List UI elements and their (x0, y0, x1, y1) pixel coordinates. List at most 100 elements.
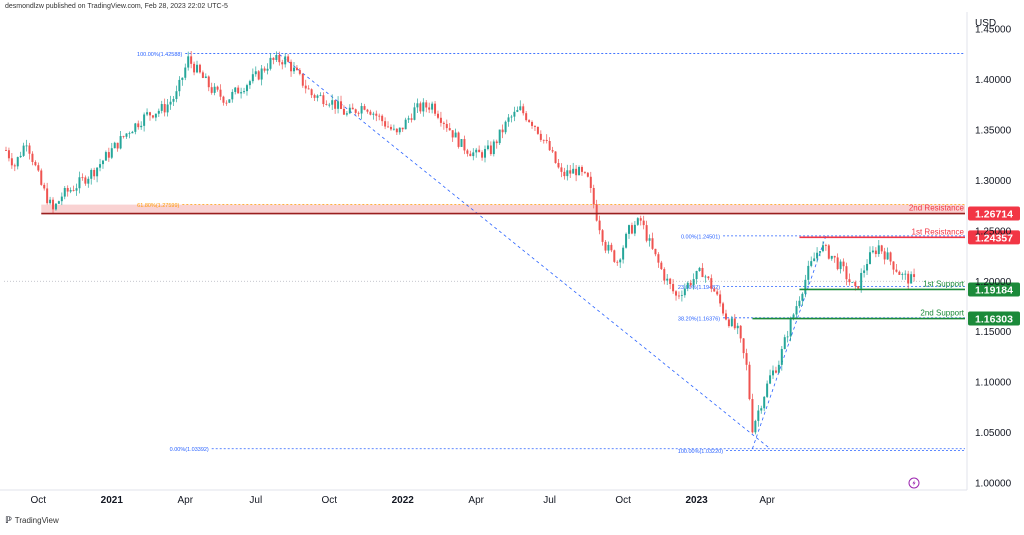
candle-body (295, 67, 298, 71)
candle-body (539, 133, 542, 140)
level-price-badge (968, 311, 1020, 326)
candle-body (880, 245, 883, 252)
candle-body (436, 113, 439, 118)
level-price-label: 1.16303 (975, 314, 1013, 326)
candle-body (363, 106, 366, 110)
time-tick-label: Oct (321, 495, 337, 506)
candle-body (801, 293, 804, 301)
candle-body (595, 204, 598, 221)
candle-body (204, 76, 207, 78)
time-tick-label: 2021 (101, 495, 124, 506)
candle-body (566, 170, 569, 177)
candle-body (234, 87, 237, 92)
candle-body (754, 420, 757, 433)
candle-body (7, 150, 10, 159)
candle-body (575, 168, 578, 176)
time-tick-label: Apr (759, 495, 775, 506)
candle-body (431, 103, 434, 110)
candle-body (557, 162, 560, 168)
candle-body (777, 364, 780, 373)
candle-body (904, 273, 907, 275)
candle-body (266, 68, 269, 71)
candle-body (913, 274, 916, 277)
candle-body (284, 56, 287, 65)
candle-body (824, 245, 827, 247)
candle-body (10, 158, 13, 166)
candle-body (287, 56, 290, 62)
candle-body (669, 278, 672, 284)
candle-body (331, 100, 334, 105)
candle-body (37, 165, 40, 171)
candle-body (522, 106, 525, 114)
candle-body (292, 67, 295, 72)
candle-body (816, 252, 819, 259)
candle-body (813, 258, 816, 262)
candle-body (169, 101, 172, 105)
candle-body (601, 230, 604, 242)
candle-body (592, 187, 595, 205)
candle-body (410, 118, 413, 120)
time-tick-label: 2022 (392, 495, 415, 506)
candle-body (792, 314, 795, 319)
candle-body (889, 252, 892, 262)
candle-body (257, 71, 260, 80)
candle-body (636, 218, 639, 225)
candle-body (389, 126, 392, 130)
candle-body (395, 128, 398, 133)
candle-body (19, 155, 22, 158)
candle-body (583, 171, 586, 173)
time-tick-label: Apr (177, 495, 193, 506)
tradingview-logo[interactable]: ℙ TradingView (5, 515, 59, 526)
fib-level-label: 100.00%(1.03220) (678, 449, 723, 455)
candle-body (871, 250, 874, 253)
candle-body (863, 270, 866, 273)
candle-body (510, 116, 513, 118)
candle-body (677, 295, 680, 297)
time-tick-label: Jul (249, 495, 262, 506)
candle-body (413, 107, 416, 120)
candle-body (131, 131, 134, 134)
tradingview-brand: TradingView (14, 516, 59, 525)
candle-body (228, 99, 231, 103)
candle-body (572, 168, 575, 174)
candle-body (69, 190, 72, 192)
candle-body (366, 109, 369, 112)
candle-body (722, 303, 725, 314)
candle-body (851, 282, 854, 283)
candle-body (457, 132, 460, 147)
candle-body (116, 142, 119, 149)
candle-body (613, 250, 616, 262)
candle-body (542, 139, 545, 141)
price-tick-label: 1.25000 (975, 226, 1012, 237)
candle-body (334, 100, 337, 109)
candle-body (466, 150, 469, 154)
candle-body (260, 68, 263, 80)
candle-body (243, 91, 246, 93)
candle-body (757, 410, 760, 421)
candle-body (675, 291, 678, 296)
candle-body (298, 70, 301, 74)
candle-body (384, 121, 387, 127)
candle-body (886, 252, 889, 260)
candle-body (172, 98, 175, 102)
lightning-icon[interactable] (908, 477, 920, 489)
candle-body (531, 122, 534, 126)
candle-body (93, 169, 96, 177)
price-tick-label: 1.35000 (975, 125, 1012, 136)
candle-body (225, 102, 228, 104)
candle-body (486, 145, 489, 150)
candle-body (237, 87, 240, 94)
level-price-label: 1.26714 (975, 209, 1013, 221)
candle-body (892, 261, 895, 270)
time-tick-label: 2023 (685, 495, 708, 506)
candle-body (216, 86, 219, 90)
candle-body (178, 79, 181, 92)
candle-body (642, 220, 645, 226)
candle-body (492, 141, 495, 155)
candle-body (716, 291, 719, 295)
candle-body (281, 62, 284, 65)
candle-body (645, 225, 648, 241)
candle-body (672, 283, 675, 292)
